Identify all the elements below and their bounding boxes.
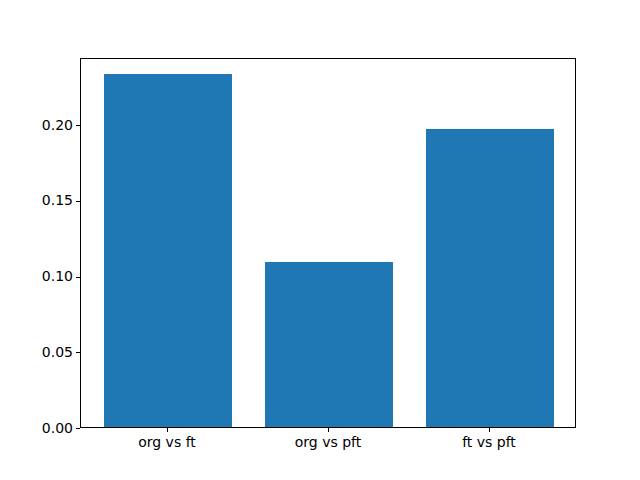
x-tick-label: org vs ft xyxy=(107,435,227,450)
y-tick-mark xyxy=(76,428,80,429)
bar-chart-figure: org vs ft org vs pft ft vs pft 0.00 0.05 0.10… xyxy=(0,0,640,480)
x-tick-mark xyxy=(328,428,329,432)
y-tick-mark xyxy=(76,125,80,126)
x-tick-mark xyxy=(489,428,490,432)
y-tick-label: 0.10 xyxy=(0,269,73,284)
x-tick-label: org vs pft xyxy=(268,435,388,450)
y-tick-mark xyxy=(76,277,80,278)
y-tick-label: 0.00 xyxy=(0,421,73,436)
y-tick-label: 0.20 xyxy=(0,118,73,133)
y-tick-mark xyxy=(76,352,80,353)
bar-org-vs-pft xyxy=(265,262,394,427)
y-tick-label: 0.15 xyxy=(0,193,73,208)
y-tick-label: 0.05 xyxy=(0,345,73,360)
bar-ft-vs-pft xyxy=(426,129,555,427)
x-tick-mark xyxy=(167,428,168,432)
y-tick-mark xyxy=(76,201,80,202)
x-tick-label: ft vs pft xyxy=(429,435,549,450)
plot-area xyxy=(80,58,576,428)
bar-org-vs-ft xyxy=(104,74,233,427)
